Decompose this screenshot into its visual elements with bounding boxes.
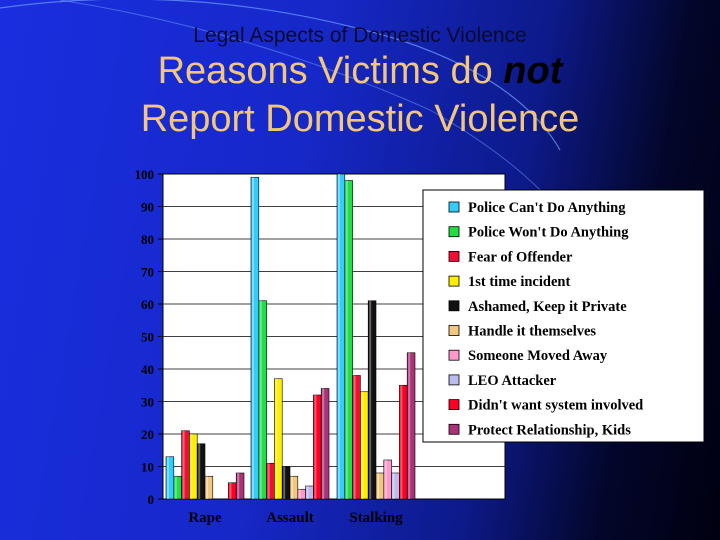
bar-highlight	[275, 378, 278, 499]
legend-swatch	[448, 325, 460, 336]
bar-highlight	[298, 489, 301, 499]
x-tick-label: Rape	[188, 510, 222, 526]
bar-highlight	[237, 473, 240, 499]
legend-label: Someone Moved Away	[468, 348, 608, 364]
legend-label: 1st time incident	[468, 274, 570, 290]
y-tick-label: 60	[141, 297, 154, 312]
bar	[274, 378, 283, 500]
bar	[320, 388, 330, 500]
bar-highlight	[182, 430, 185, 499]
bar-highlight	[314, 395, 317, 499]
bar-highlight	[361, 391, 364, 499]
bar	[235, 472, 245, 500]
legend-label: Protect Relationship, Kids	[468, 422, 631, 438]
slide-title-line2: Report Domestic Violence	[140, 98, 580, 140]
bar-highlight	[408, 352, 411, 499]
bar-highlight	[338, 174, 340, 499]
legend-label: Ashamed, Keep it Private	[468, 299, 627, 315]
bar-highlight	[291, 476, 293, 499]
legend-label: Fear of Offender	[468, 249, 573, 265]
bar	[204, 475, 214, 500]
legend-swatch	[448, 275, 460, 287]
bar-highlight	[322, 388, 325, 499]
bar-highlight	[392, 473, 395, 499]
bar-highlight	[377, 473, 379, 499]
bar-highlight	[369, 300, 372, 499]
legend-label: Police Can't Do Anything	[468, 200, 626, 216]
x-tick-label: Assault	[266, 510, 314, 526]
slide-subtitle: Legal Aspects of Domestic Violence	[193, 24, 527, 47]
slide-title-emphasis: not	[503, 50, 563, 92]
bar	[196, 443, 206, 500]
x-tick-label: Stalking	[349, 510, 403, 526]
legend-swatch	[448, 250, 460, 262]
y-tick-label: 10	[141, 460, 154, 475]
bar-highlight	[252, 177, 254, 499]
bar-highlight	[283, 466, 286, 499]
bar-highlight	[229, 482, 232, 499]
legend-label: Didn't want system involved	[468, 398, 643, 414]
bar-highlight	[190, 434, 193, 499]
y-tick-label: 90	[141, 200, 154, 215]
y-tick-label: 40	[141, 362, 154, 377]
bar-highlight	[198, 443, 201, 499]
legend-label: Police Won't Do Anything	[468, 225, 629, 241]
bar	[406, 352, 416, 500]
y-tick-label: 70	[141, 265, 154, 280]
legend-swatch	[448, 374, 460, 386]
bar	[289, 475, 299, 500]
bar-highlight	[400, 385, 403, 499]
bar-highlight	[267, 463, 270, 499]
bar-highlight	[259, 300, 262, 499]
y-tick-label: 20	[141, 427, 154, 442]
y-tick-label: 50	[141, 330, 154, 345]
bar-highlight	[384, 460, 387, 499]
legend-label: LEO Attacker	[468, 373, 557, 389]
slide-title-line1: Reasons Victims do not	[0, 50, 720, 93]
bar-highlight	[345, 180, 348, 499]
bar	[344, 180, 353, 500]
bar-highlight	[306, 486, 309, 499]
legend-swatch	[448, 300, 460, 312]
bar-highlight	[206, 476, 208, 499]
bar	[367, 300, 377, 500]
y-tick-label: 100	[135, 167, 155, 182]
y-tick-label: 30	[141, 395, 154, 410]
legend-swatch	[448, 226, 460, 238]
legend-swatch	[448, 201, 460, 213]
legend-swatch	[448, 399, 460, 411]
bar-highlight	[353, 375, 356, 499]
bar-highlight	[174, 476, 177, 499]
legend-box	[422, 189, 705, 443]
legend-swatch	[448, 423, 460, 435]
legend-swatch	[448, 349, 460, 361]
y-tick-label: 0	[148, 492, 155, 507]
bar-highlight	[167, 456, 169, 499]
y-tick-label: 80	[141, 232, 154, 247]
bar	[258, 300, 267, 500]
slide-title-line1-text: Reasons Victims do	[157, 50, 504, 92]
legend-label: Handle it themselves	[468, 324, 596, 340]
